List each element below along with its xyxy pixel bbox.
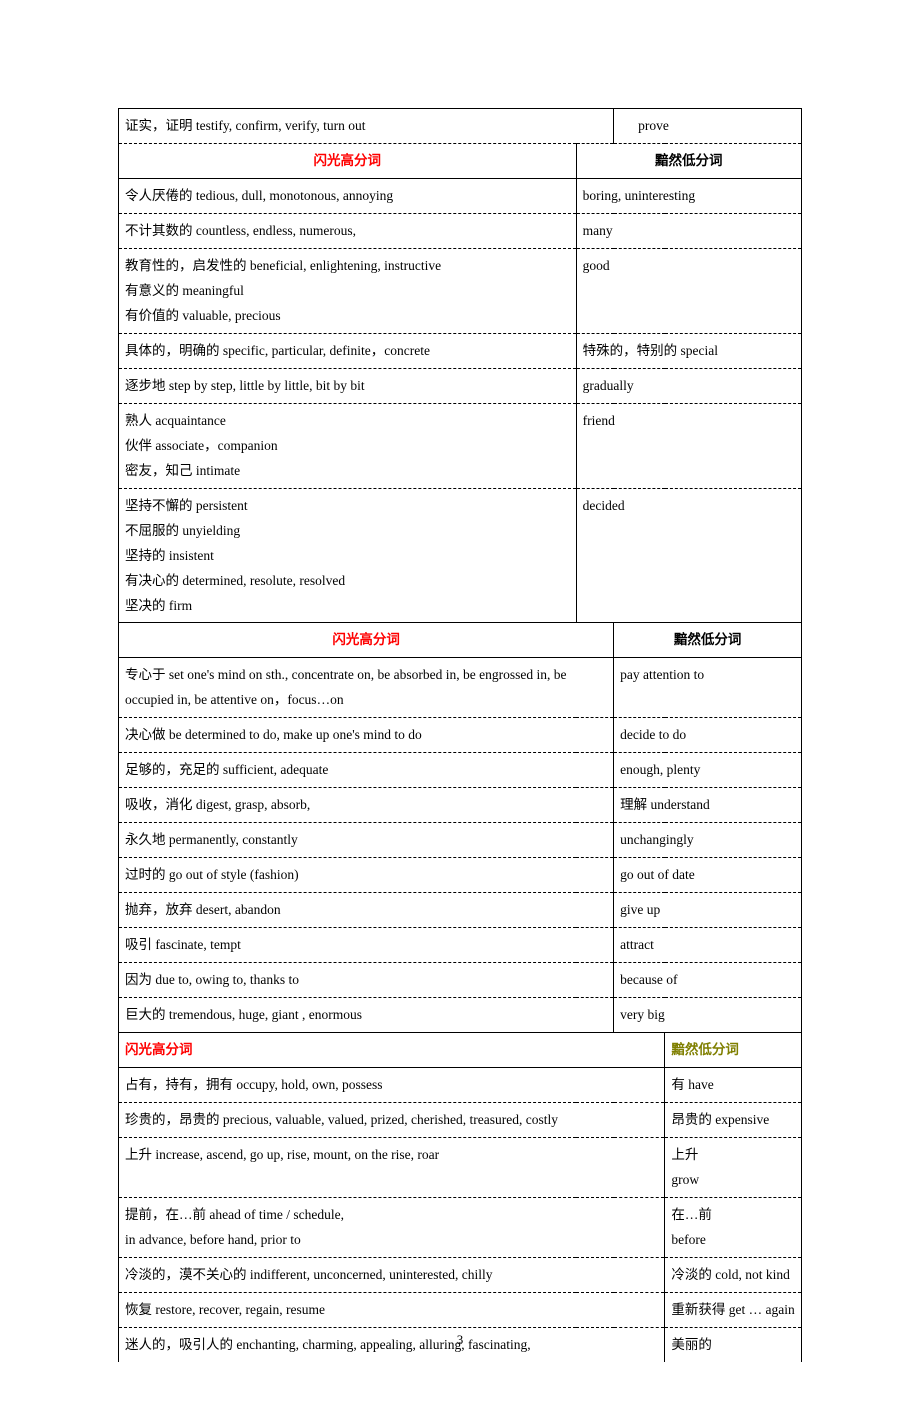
cell-low: 重新获得 get … again — [665, 1292, 802, 1327]
cell-high: 决心做 be determined to do, make up one's m… — [119, 718, 614, 753]
cell-high: 上升 increase, ascend, go up, rise, mount,… — [119, 1138, 665, 1198]
header-high: 闪光高分词 — [332, 632, 400, 647]
cell-low: 昂贵的 expensive — [665, 1103, 802, 1138]
vocabulary-table: 证实，证明 testify, confirm, verify, turn out… — [118, 108, 802, 1362]
cell-low: 在…前 before — [665, 1197, 802, 1257]
cell-low: because of — [614, 963, 802, 998]
table-row: 熟人 acquaintance 伙伴 associate，companion 密… — [119, 403, 802, 488]
header-row: 闪光高分词 黯然低分词 — [119, 143, 802, 178]
cell-low: give up — [614, 893, 802, 928]
cell-high: 吸引 fascinate, tempt — [119, 928, 614, 963]
cell-high: 证实，证明 testify, confirm, verify, turn out — [119, 109, 614, 144]
cell-low: 有 have — [665, 1068, 802, 1103]
page-number: 3 — [0, 1332, 920, 1348]
cell-high: 专心于 set one's mind on sth., concentrate … — [119, 658, 614, 718]
cell-high: 逐步地 step by step, little by little, bit … — [119, 368, 577, 403]
cell-low: very big — [614, 998, 802, 1033]
cell-low: 上升 grow — [665, 1138, 802, 1198]
cell-high: 令人厌倦的 tedious, dull, monotonous, annoyin… — [119, 178, 577, 213]
table-row: 逐步地 step by step, little by little, bit … — [119, 368, 802, 403]
cell-high: 珍贵的，昂贵的 precious, valuable, valued, priz… — [119, 1103, 665, 1138]
cell-high: 过时的 go out of style (fashion) — [119, 858, 614, 893]
cell-high: 冷淡的，漠不关心的 indifferent, unconcerned, unin… — [119, 1257, 665, 1292]
table-row: 因为 due to, owing to, thanks to because o… — [119, 963, 802, 998]
cell-low: prove — [614, 109, 802, 144]
header-high: 闪光高分词 — [314, 153, 382, 168]
header-low: 黯然低分词 — [576, 143, 801, 178]
cell-low: decide to do — [614, 718, 802, 753]
cell-low: good — [576, 248, 801, 333]
table-row: 冷淡的，漠不关心的 indifferent, unconcerned, unin… — [119, 1257, 802, 1292]
cell-low: enough, plenty — [614, 753, 802, 788]
cell-high: 因为 due to, owing to, thanks to — [119, 963, 614, 998]
document-page: 证实，证明 testify, confirm, verify, turn out… — [0, 0, 920, 1402]
table-row: 专心于 set one's mind on sth., concentrate … — [119, 658, 802, 718]
cell-high: 熟人 acquaintance 伙伴 associate，companion 密… — [119, 403, 577, 488]
table-row: 珍贵的，昂贵的 precious, valuable, valued, priz… — [119, 1103, 802, 1138]
header-high: 闪光高分词 — [125, 1042, 193, 1057]
cell-high: 巨大的 tremendous, huge, giant , enormous — [119, 998, 614, 1033]
cell-low: boring, uninteresting — [576, 178, 801, 213]
cell-high: 提前，在…前 ahead of time / schedule, in adva… — [119, 1197, 665, 1257]
cell-low: 冷淡的 cold, not kind — [665, 1257, 802, 1292]
cell-low: go out of date — [614, 858, 802, 893]
cell-high: 抛弃，放弃 desert, abandon — [119, 893, 614, 928]
table-row: 令人厌倦的 tedious, dull, monotonous, annoyin… — [119, 178, 802, 213]
table-row: 吸收，消化 digest, grasp, absorb, 理解 understa… — [119, 788, 802, 823]
header-row: 闪光高分词 黯然低分词 — [119, 1033, 802, 1068]
table-row: 恢复 restore, recover, regain, resume 重新获得… — [119, 1292, 802, 1327]
cell-low: friend — [576, 403, 801, 488]
cell-high: 恢复 restore, recover, regain, resume — [119, 1292, 665, 1327]
cell-high: 足够的，充足的 sufficient, adequate — [119, 753, 614, 788]
table-row: 永久地 permanently, constantly unchangingly — [119, 823, 802, 858]
cell-low: 理解 understand — [614, 788, 802, 823]
table-row: 提前，在…前 ahead of time / schedule, in adva… — [119, 1197, 802, 1257]
cell-low: decided — [576, 488, 801, 623]
cell-low: unchangingly — [614, 823, 802, 858]
cell-high: 不计其数的 countless, endless, numerous, — [119, 213, 577, 248]
cell-high: 坚持不懈的 persistent 不屈服的 unyielding 坚持的 ins… — [119, 488, 577, 623]
cell-low: pay attention to — [614, 658, 802, 718]
table-row: 抛弃，放弃 desert, abandon give up — [119, 893, 802, 928]
table-row: 不计其数的 countless, endless, numerous, many — [119, 213, 802, 248]
cell-high: 具体的，明确的 specific, particular, definite，c… — [119, 333, 577, 368]
cell-high: 占有，持有，拥有 occupy, hold, own, possess — [119, 1068, 665, 1103]
cell-high: 吸收，消化 digest, grasp, absorb, — [119, 788, 614, 823]
table-row: 决心做 be determined to do, make up one's m… — [119, 718, 802, 753]
table-row: 上升 increase, ascend, go up, rise, mount,… — [119, 1138, 802, 1198]
header-low: 黯然低分词 — [671, 1042, 739, 1057]
table-row: 坚持不懈的 persistent 不屈服的 unyielding 坚持的 ins… — [119, 488, 802, 623]
cell-high: 永久地 permanently, constantly — [119, 823, 614, 858]
header-low: 黯然低分词 — [614, 623, 802, 658]
table-row: 巨大的 tremendous, huge, giant , enormous v… — [119, 998, 802, 1033]
table-row: 教育性的，启发性的 beneficial, enlightening, inst… — [119, 248, 802, 333]
table-row: 过时的 go out of style (fashion) go out of … — [119, 858, 802, 893]
cell-low: gradually — [576, 368, 801, 403]
cell-low: 特殊的，特别的 special — [576, 333, 801, 368]
table-row: 占有，持有，拥有 occupy, hold, own, possess 有 ha… — [119, 1068, 802, 1103]
cell-high: 教育性的，启发性的 beneficial, enlightening, inst… — [119, 248, 577, 333]
table-row: 证实，证明 testify, confirm, verify, turn out… — [119, 109, 802, 144]
cell-low: many — [576, 213, 801, 248]
table-row: 足够的，充足的 sufficient, adequate enough, ple… — [119, 753, 802, 788]
table-row: 吸引 fascinate, tempt attract — [119, 928, 802, 963]
header-row: 闪光高分词 黯然低分词 — [119, 623, 802, 658]
table-row: 具体的，明确的 specific, particular, definite，c… — [119, 333, 802, 368]
cell-low: attract — [614, 928, 802, 963]
